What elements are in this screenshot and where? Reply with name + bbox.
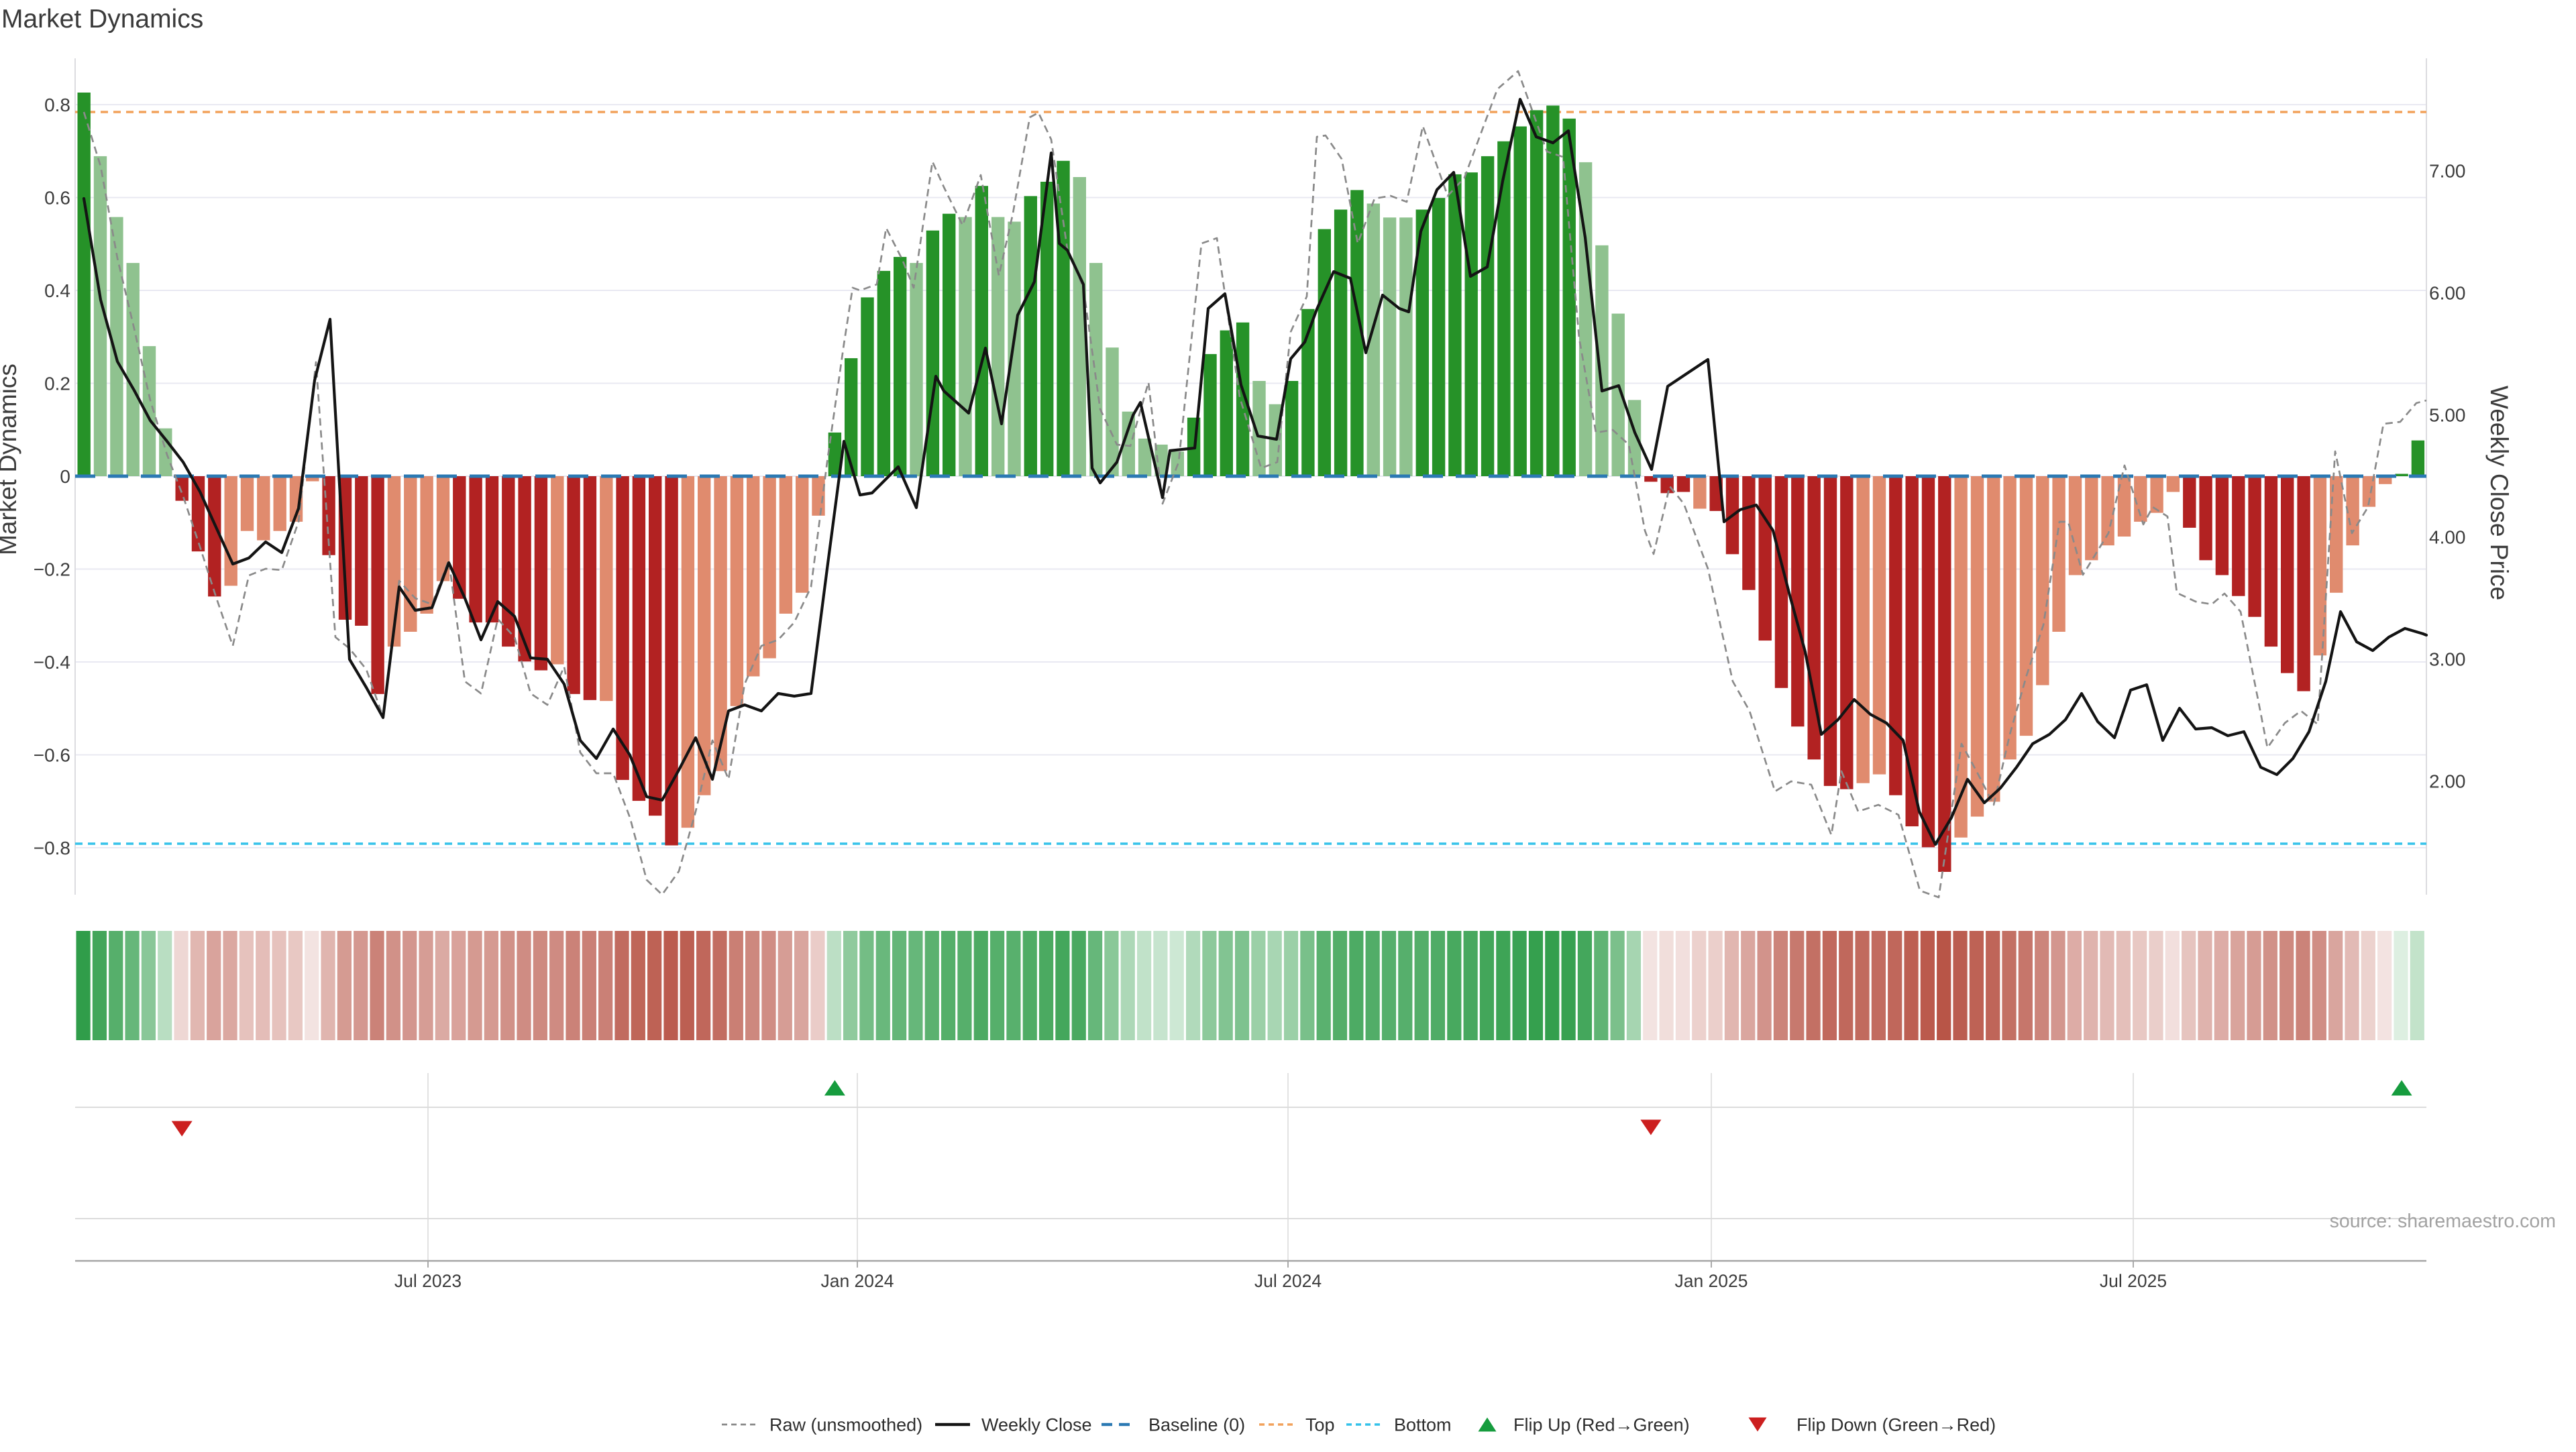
svg-text:0: 0 [60, 466, 70, 487]
svg-text:Jul 2025: Jul 2025 [2100, 1271, 2167, 1291]
svg-text:7.00: 7.00 [2429, 160, 2466, 181]
svg-text:Weekly Close Price: Weekly Close Price [2485, 386, 2513, 600]
svg-text:−0.2: −0.2 [34, 559, 70, 580]
svg-text:Flip Up (Red→Green): Flip Up (Red→Green) [1513, 1415, 1690, 1435]
svg-text:−0.6: −0.6 [34, 745, 70, 766]
svg-text:Market Dynamics: Market Dynamics [1, 5, 203, 34]
svg-text:Market Dynamics: Market Dynamics [0, 364, 21, 555]
svg-text:0.6: 0.6 [44, 188, 70, 209]
svg-text:Jan 2024: Jan 2024 [820, 1271, 894, 1291]
svg-text:Raw (unsmoothed): Raw (unsmoothed) [769, 1415, 922, 1435]
svg-text:Jul 2024: Jul 2024 [1254, 1271, 1322, 1291]
svg-text:0.8: 0.8 [44, 95, 70, 115]
svg-text:3.00: 3.00 [2429, 649, 2466, 669]
svg-text:Flip Down (Green→Red): Flip Down (Green→Red) [1796, 1415, 1996, 1435]
svg-text:6.00: 6.00 [2429, 282, 2466, 303]
svg-text:source: sharemaestro.com: source: sharemaestro.com [2330, 1211, 2556, 1232]
svg-text:2.00: 2.00 [2429, 771, 2466, 791]
svg-text:Bottom: Bottom [1394, 1415, 1452, 1435]
svg-text:Top: Top [1305, 1415, 1335, 1435]
svg-text:Jan 2025: Jan 2025 [1674, 1271, 1748, 1291]
svg-text:0.4: 0.4 [44, 280, 70, 301]
svg-text:Weekly Close: Weekly Close [981, 1415, 1092, 1435]
svg-text:−0.8: −0.8 [34, 838, 70, 858]
svg-text:−0.4: −0.4 [34, 652, 70, 673]
svg-text:Baseline (0): Baseline (0) [1148, 1415, 1245, 1435]
svg-text:Jul 2023: Jul 2023 [394, 1271, 462, 1291]
svg-text:5.00: 5.00 [2429, 404, 2466, 425]
svg-text:4.00: 4.00 [2429, 526, 2466, 547]
svg-text:0.2: 0.2 [44, 374, 70, 394]
